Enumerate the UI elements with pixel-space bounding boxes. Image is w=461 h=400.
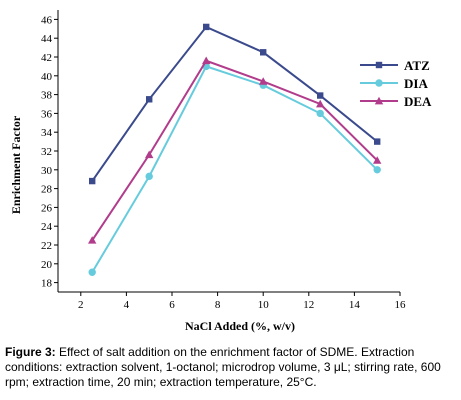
x-tick-label: 14	[349, 299, 361, 311]
y-axis-title: Enrichment Factor	[9, 115, 23, 214]
y-tick-label: 44	[41, 33, 53, 45]
x-tick-label: 6	[169, 299, 175, 311]
data-point-dia	[88, 268, 96, 276]
legend-item-atz: ATZ	[360, 58, 430, 73]
data-point-dea	[259, 77, 268, 85]
series-line-atz	[91, 25, 378, 182]
series-line-dia	[91, 65, 378, 273]
figure-label: Figure 3:	[5, 345, 56, 359]
series-atz	[89, 23, 381, 185]
legend-item-dea: DEA	[360, 94, 432, 109]
data-point-atz	[374, 138, 381, 145]
x-tick-label: 12	[303, 299, 314, 311]
y-tick-label: 34	[41, 127, 53, 139]
figure-caption: Figure 3: Effect of salt addition on the…	[5, 345, 457, 390]
y-tick-label: 40	[41, 71, 53, 83]
legend-marker-dia	[375, 79, 383, 87]
data-point-dea	[316, 99, 325, 108]
legend-marker-dea	[374, 96, 384, 105]
data-point-atz	[89, 177, 96, 185]
data-point-atz	[317, 92, 324, 99]
series-layer	[88, 23, 382, 276]
y-tick-label: 28	[41, 184, 53, 196]
series-dea	[88, 56, 382, 244]
data-point-dea	[88, 236, 97, 244]
y-tick-label: 26	[41, 202, 53, 214]
y-tick-label: 30	[41, 165, 53, 177]
y-tick-label: 46	[41, 14, 53, 26]
y-tick-label: 42	[41, 52, 52, 64]
y-tick-label: 18	[41, 278, 53, 290]
data-point-dia	[316, 109, 324, 118]
y-tick-label: 22	[41, 240, 52, 252]
data-point-atz	[260, 49, 267, 56]
x-tick-label: 16	[395, 299, 407, 311]
legend-item-dia: DIA	[360, 76, 428, 91]
legend-label-dea: DEA	[404, 94, 432, 109]
series-dia	[88, 62, 381, 276]
legend-marker-atz	[375, 61, 383, 69]
legend-label-atz: ATZ	[404, 58, 430, 73]
y-tick-label: 32	[41, 146, 52, 158]
x-tick-label: 4	[124, 299, 130, 311]
series-line-dea	[91, 59, 378, 241]
data-point-dia	[373, 166, 381, 174]
data-point-dea	[202, 56, 211, 65]
y-tick-label: 24	[41, 221, 53, 233]
y-tick-label: 36	[41, 108, 53, 120]
data-point-atz	[203, 23, 210, 31]
legend-label-dia: DIA	[404, 76, 428, 91]
data-point-dea	[373, 156, 382, 164]
figure-caption-text: Effect of salt addition on the enrichmen…	[5, 345, 441, 389]
x-axis-title: NaCl Added (%, w/v)	[185, 319, 295, 333]
x-tick-label: 2	[78, 299, 84, 311]
x-tick-label: 8	[215, 299, 221, 311]
y-tick-label: 38	[41, 90, 53, 102]
data-point-dia	[145, 172, 153, 181]
legend: ATZ DIA DEA	[360, 58, 432, 109]
data-point-atz	[146, 96, 153, 103]
y-tick-label: 20	[41, 259, 53, 271]
data-point-dea	[145, 150, 154, 159]
x-tick-label: 10	[258, 299, 270, 311]
